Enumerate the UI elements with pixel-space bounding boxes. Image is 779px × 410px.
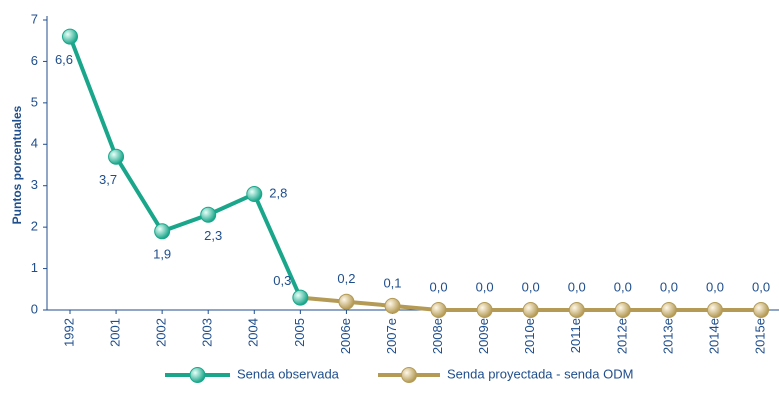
x-tick-label: 2010e: [522, 318, 537, 354]
data-label: 6,6: [55, 52, 73, 67]
y-tick-label: 7: [31, 11, 38, 26]
x-tick-label: 2009e: [476, 318, 491, 354]
data-label: 1,9: [153, 247, 171, 262]
data-label: 2,8: [269, 185, 287, 200]
point-marker: [338, 293, 355, 310]
point-marker: [108, 148, 125, 165]
point-marker: [430, 302, 447, 318]
y-tick-label: 1: [31, 260, 38, 275]
legend-label: Senda proyectada - senda ODM: [447, 366, 633, 381]
point-marker: [706, 302, 723, 318]
y-tick-label: 0: [31, 301, 38, 316]
x-tick-label: 2011e: [568, 318, 583, 353]
legend-marker: [189, 367, 206, 383]
x-tick-label: 2001: [108, 318, 123, 347]
data-label: 0,0: [430, 279, 448, 294]
data-label: 0,1: [383, 275, 401, 290]
data-label: 0,0: [568, 279, 586, 294]
x-tick-label: 2006e: [338, 318, 353, 354]
data-label: 0,0: [752, 279, 770, 294]
point-marker: [614, 302, 631, 318]
point-marker: [568, 302, 585, 318]
point-marker: [522, 302, 539, 318]
x-tick-label: 2005: [292, 318, 307, 347]
point-marker: [200, 206, 217, 223]
data-label: 3,7: [99, 172, 117, 187]
x-tick-label: 2003: [200, 318, 215, 347]
point-marker: [154, 223, 171, 240]
point-marker: [292, 289, 309, 306]
y-tick-label: 3: [31, 177, 38, 192]
point-marker: [62, 28, 78, 45]
y-tick-label: 2: [31, 219, 38, 234]
point-marker: [246, 186, 263, 202]
data-label: 0,2: [337, 271, 355, 286]
x-tick-label: 2015e: [752, 318, 767, 354]
x-tick-label: 2004: [246, 318, 261, 347]
y-tick-label: 5: [31, 94, 38, 109]
legend-marker: [401, 367, 417, 383]
x-tick-label: 2008e: [430, 318, 445, 354]
point-marker: [753, 302, 770, 318]
point-marker: [660, 302, 677, 318]
series-line: [68, 35, 303, 299]
x-tick-label: 1992: [61, 318, 76, 347]
x-tick-label: 2013e: [660, 318, 675, 354]
x-tick-label: 2014e: [706, 318, 721, 354]
legend-label: Senda observada: [237, 366, 340, 381]
point-marker: [476, 302, 493, 318]
data-label: 0,3: [273, 273, 291, 288]
data-label: 0,0: [706, 279, 724, 294]
point-marker: [384, 297, 401, 314]
data-label: 0,0: [660, 279, 678, 294]
data-label: 0,0: [614, 279, 632, 294]
x-tick-label: 2012e: [614, 318, 629, 354]
y-tick-label: 4: [31, 136, 38, 151]
data-label: 0,0: [476, 279, 494, 294]
x-tick-label: 2007e: [384, 318, 399, 354]
y-tick-label: 6: [31, 53, 38, 68]
data-label: 2,3: [204, 228, 222, 243]
x-tick-label: 2002: [154, 318, 169, 347]
data-label: 0,0: [522, 279, 540, 294]
y-axis-label: Puntos porcentuales: [10, 105, 24, 224]
